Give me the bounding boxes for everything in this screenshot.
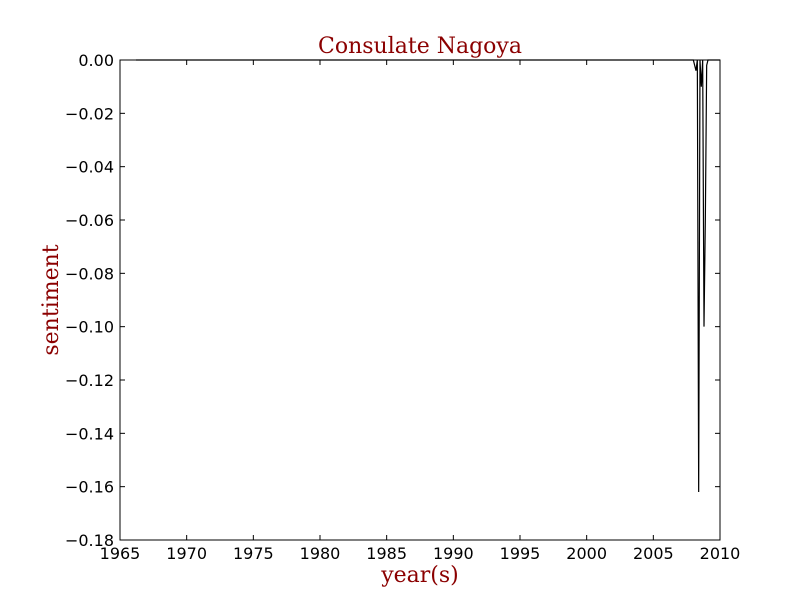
y-tick-label: −0.08 (65, 264, 114, 283)
x-tick-label: 1995 (500, 544, 541, 563)
series-line-0 (136, 59, 720, 493)
y-tick-label: −0.10 (65, 318, 114, 337)
x-tick-label: 2010 (700, 544, 741, 563)
y-tick-label: 0.00 (78, 51, 114, 70)
x-tick-label: 1970 (166, 544, 207, 563)
x-tick-label: 1975 (233, 544, 274, 563)
x-tick-label: 2005 (633, 544, 674, 563)
chart-title: Consulate Nagoya (318, 34, 522, 59)
x-tick-label: 1980 (300, 544, 341, 563)
y-tick-label: −0.04 (65, 158, 114, 177)
y-tick-label: −0.02 (65, 104, 114, 123)
y-tick-label: −0.14 (65, 424, 114, 443)
y-tick-label: −0.18 (65, 531, 114, 550)
y-tick-label: −0.12 (65, 371, 114, 390)
x-tick-label: 1985 (366, 544, 407, 563)
plot-frame (119, 59, 721, 541)
x-axis: 1965 1970 1975 1980 1985 1990 1995 2000 2005 2010 (100, 60, 741, 563)
x-axis-label: year(s) (380, 563, 459, 588)
y-tick-label: −0.06 (65, 211, 114, 230)
y-tick-label: −0.16 (65, 478, 114, 497)
y-axis: 0.00 −0.02 −0.04 −0.06 −0.08 −0.10 −0.12 −0.14 −… (65, 51, 720, 550)
y-axis-label: sentiment (39, 244, 64, 355)
plot-area (119, 59, 721, 541)
x-tick-label: 2000 (566, 544, 607, 563)
x-tick-label: 1990 (433, 544, 474, 563)
x-tick-label: 1965 (100, 544, 141, 563)
